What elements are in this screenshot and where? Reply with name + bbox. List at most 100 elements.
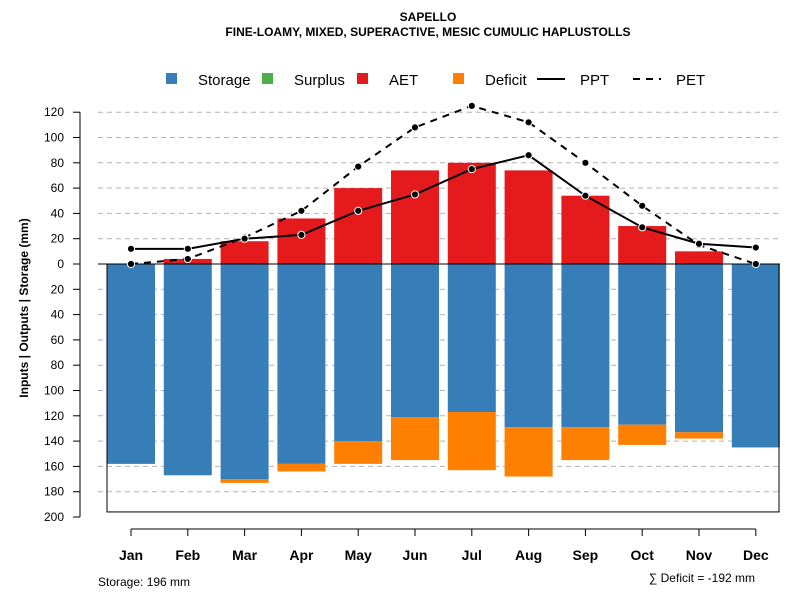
ppt-point-may xyxy=(354,206,363,215)
y-tick-label: 100 xyxy=(44,131,64,145)
legend: Storage Surplus AET Deficit PPT PET xyxy=(166,72,705,89)
x-tick-label-feb: Feb xyxy=(175,547,200,563)
storage-bar-jun xyxy=(391,264,439,418)
storage-bar-feb xyxy=(163,264,212,476)
pet-point-aug xyxy=(524,118,533,127)
ppt-point-sep xyxy=(581,191,590,200)
deficit-bar-nov xyxy=(675,432,723,439)
x-axis: Jan Feb Mar Apr May Jun Jul Aug Sep Oct Nov Dec xyxy=(119,528,769,563)
deficit-bar-aug xyxy=(504,427,553,477)
storage-bar-sep xyxy=(561,264,610,428)
y-tick-label: 120 xyxy=(44,409,64,423)
storage-bar-jan xyxy=(107,264,155,464)
pet-point-feb xyxy=(183,254,192,264)
storage-bar-oct xyxy=(618,264,667,425)
deficit-bar-may xyxy=(334,441,383,464)
ppt-point-dec xyxy=(751,243,760,252)
pet-point-jul xyxy=(467,101,476,110)
x-tick-label-jun: Jun xyxy=(403,547,428,563)
x-tick-label-aug: Aug xyxy=(515,547,542,563)
plot-frame xyxy=(98,263,780,513)
aet-bar-jun xyxy=(391,170,439,264)
storage-bar-apr xyxy=(277,264,326,464)
aet-bar-mar xyxy=(220,241,269,264)
bars xyxy=(107,162,780,483)
ppt-line xyxy=(131,154,756,250)
x-tick-label-jan: Jan xyxy=(119,547,143,563)
legend-label-surplus: Surplus xyxy=(294,72,345,89)
deficit-bar-jul xyxy=(447,412,496,471)
deficit-bar-mar xyxy=(220,479,269,483)
legend-label-aet: AET xyxy=(389,72,418,89)
x-tick-label-sep: Sep xyxy=(573,547,599,563)
x-tick-label-apr: Apr xyxy=(289,547,314,563)
pet-point-sep xyxy=(581,158,590,167)
storage-bar-aug xyxy=(504,264,553,428)
ppt-point-nov xyxy=(694,239,704,248)
storage-note: Storage: 196 mm xyxy=(98,575,190,589)
lines xyxy=(126,101,760,269)
y-tick-label: 60 xyxy=(51,333,65,347)
y-axis-label: Inputs | Outputs | Storage (mm) xyxy=(17,218,31,397)
x-tick-label-may: May xyxy=(345,547,372,563)
pet-point-apr xyxy=(297,206,306,215)
y-tick-label: 60 xyxy=(51,181,65,195)
ppt-point-jun xyxy=(410,190,420,199)
y-axis: 1201008060402002040608010012014016018020… xyxy=(44,105,81,524)
legend-swatch-deficit xyxy=(453,73,464,84)
legend-label-deficit: Deficit xyxy=(485,72,528,89)
y-tick-label: 140 xyxy=(44,434,64,448)
pet-point-jun xyxy=(410,123,420,132)
legend-label-ppt: PPT xyxy=(580,72,609,89)
ppt-point-oct xyxy=(638,223,647,232)
gridlines xyxy=(98,111,780,493)
pet-point-may xyxy=(354,162,363,171)
aet-bar-nov xyxy=(675,251,723,264)
y-tick-label: 20 xyxy=(51,282,65,296)
deficit-sum-note: ∑ Deficit = -192 mm xyxy=(649,571,755,585)
legend-swatch-aet xyxy=(357,73,368,84)
y-tick-label: 0 xyxy=(57,257,64,271)
x-tick-label-mar: Mar xyxy=(232,547,257,563)
deficit-bar-sep xyxy=(561,427,610,461)
aet-bar-aug xyxy=(504,170,553,264)
ppt-point-jan xyxy=(126,244,136,253)
x-tick-label-oct: Oct xyxy=(631,547,655,563)
x-tick-label-dec: Dec xyxy=(743,547,769,563)
x-tick-label-jul: Jul xyxy=(462,547,482,563)
y-tick-label: 80 xyxy=(51,156,65,170)
aet-bar-jul xyxy=(447,162,496,264)
storage-bar-may xyxy=(334,264,383,442)
y-tick-label: 180 xyxy=(44,485,64,499)
storage-bar-dec xyxy=(731,264,780,448)
deficit-bar-oct xyxy=(618,424,667,445)
y-tick-label: 120 xyxy=(44,105,64,119)
chart-subtitle: FINE-LOAMY, MIXED, SUPERACTIVE, MESIC CU… xyxy=(225,25,630,39)
legend-label-storage: Storage xyxy=(198,72,251,89)
ppt-point-jul xyxy=(467,165,476,174)
y-tick-label: 160 xyxy=(44,459,64,473)
deficit-bar-jun xyxy=(391,417,439,461)
ppt-point-feb xyxy=(183,244,192,253)
legend-swatch-surplus xyxy=(262,73,273,84)
legend-swatch-storage xyxy=(166,73,177,84)
y-tick-label: 200 xyxy=(44,510,64,524)
y-tick-label: 40 xyxy=(51,308,65,322)
aet-bar-may xyxy=(334,188,383,264)
y-tick-label: 20 xyxy=(51,232,65,246)
pet-point-jan xyxy=(126,259,136,269)
aet-bar-apr xyxy=(277,218,326,264)
aet-bar-sep xyxy=(561,195,610,264)
y-tick-label: 80 xyxy=(51,358,65,372)
chart-title: SAPELLO xyxy=(400,10,457,24)
storage-bar-jul xyxy=(447,264,496,413)
pet-point-dec xyxy=(751,259,760,269)
pet-point-oct xyxy=(638,201,647,210)
ppt-point-mar xyxy=(240,234,249,243)
y-tick-label: 100 xyxy=(44,384,64,398)
storage-bar-mar xyxy=(220,264,269,480)
ppt-point-aug xyxy=(524,151,533,160)
deficit-bar-apr xyxy=(277,463,326,472)
x-tick-label-nov: Nov xyxy=(686,547,713,563)
